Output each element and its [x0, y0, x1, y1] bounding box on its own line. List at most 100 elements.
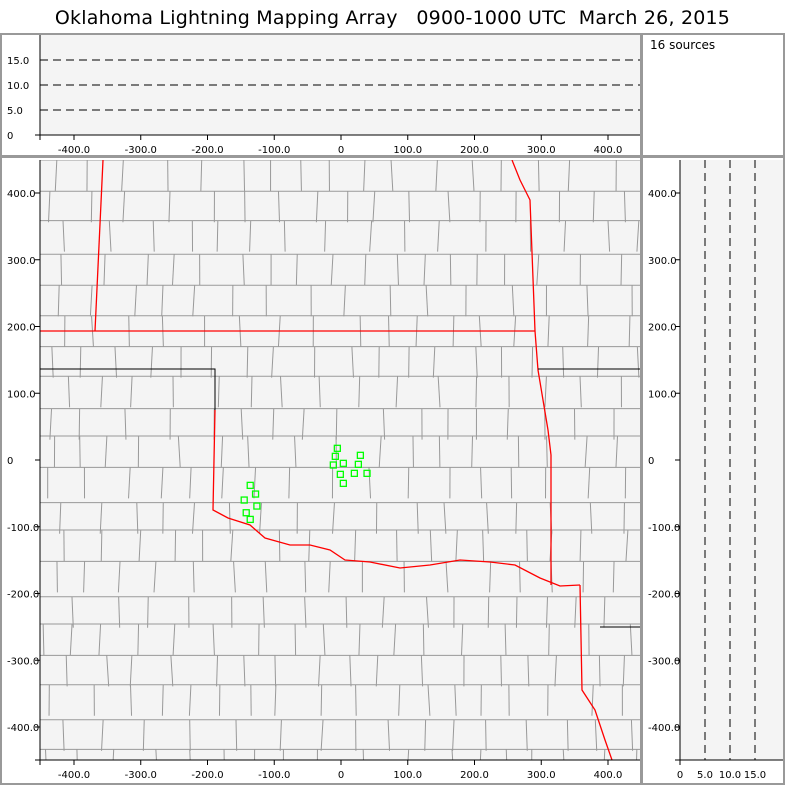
county-line	[294, 624, 297, 656]
county-line	[191, 502, 195, 534]
county-line	[330, 254, 334, 286]
county-line	[129, 655, 133, 687]
y-tick-label: 200.0	[7, 323, 36, 334]
county-line	[220, 435, 224, 468]
county-line	[51, 346, 54, 378]
county-line	[574, 596, 577, 628]
county-line	[378, 435, 382, 468]
x-tick-label: 200.0	[460, 770, 489, 781]
county-line	[54, 160, 58, 191]
county-line	[546, 435, 548, 468]
y-tick-label: -200.0	[7, 590, 39, 601]
county-line	[368, 467, 372, 499]
x-tick-label: 0	[338, 770, 344, 781]
county-line	[161, 684, 164, 716]
county-line	[519, 561, 521, 593]
state-border	[579, 584, 613, 760]
county-line	[628, 315, 631, 347]
x-tick-label: 300.0	[527, 770, 556, 781]
county-line	[596, 346, 600, 378]
county-line	[486, 502, 489, 534]
county-line	[554, 655, 557, 687]
county-line	[390, 160, 394, 191]
county-line	[212, 624, 215, 656]
county-line	[243, 655, 246, 687]
county-line	[438, 435, 441, 468]
county-line	[607, 220, 611, 252]
county-line	[408, 191, 411, 223]
county-line	[271, 346, 274, 378]
county-line	[615, 435, 618, 468]
county-line	[240, 408, 244, 440]
x-tick-label: 200.0	[460, 145, 489, 156]
county-line	[189, 467, 192, 499]
county-line	[246, 346, 249, 378]
county-line	[322, 624, 326, 656]
x-tick-label: 100.0	[393, 145, 422, 156]
county-line	[60, 254, 63, 286]
county-line	[389, 285, 392, 317]
county-line	[345, 596, 348, 628]
y-tick-label: -100.0	[7, 523, 39, 534]
county-line	[253, 467, 257, 499]
x-tick-label: 300.0	[527, 145, 556, 156]
county-line	[100, 376, 103, 408]
x-tick-label: 10.0	[719, 770, 741, 781]
county-line	[216, 220, 219, 252]
county-line	[99, 502, 103, 534]
county-line	[71, 596, 74, 628]
county-line	[629, 624, 633, 656]
county-line	[636, 220, 640, 252]
state-border	[511, 160, 552, 585]
county-line	[445, 561, 449, 593]
county-line	[475, 376, 478, 408]
county-line	[452, 719, 455, 751]
county-line	[138, 529, 142, 562]
county-line	[279, 719, 282, 751]
county-line	[407, 749, 410, 760]
county-line	[547, 315, 550, 347]
county-line	[623, 191, 626, 223]
county-line	[295, 254, 298, 286]
county-line	[630, 719, 634, 751]
county-line	[416, 502, 419, 534]
county-line	[57, 285, 60, 317]
county-line	[358, 376, 361, 408]
county-line	[65, 655, 68, 687]
source-count-panel	[643, 35, 783, 155]
county-line	[420, 655, 424, 687]
county-line	[103, 254, 106, 286]
x-tick-label: -200.0	[191, 145, 223, 156]
lightning-source-point	[329, 461, 337, 469]
county-line	[515, 596, 518, 628]
county-line	[153, 561, 157, 593]
county-line	[168, 191, 171, 223]
county-line	[393, 624, 397, 656]
county-line	[620, 254, 623, 286]
county-line	[511, 285, 515, 317]
county-line	[586, 285, 589, 317]
county-line	[343, 285, 346, 317]
county-line	[146, 254, 149, 286]
county-line	[242, 254, 245, 286]
y-tick-label: 0	[7, 131, 13, 142]
county-line	[130, 376, 133, 408]
county-line	[427, 684, 431, 716]
y-tick-label: -100.0	[648, 523, 680, 534]
county-line	[142, 719, 145, 751]
county-line	[62, 719, 65, 751]
county-line	[117, 561, 121, 593]
county-line	[506, 408, 509, 440]
county-line	[136, 502, 139, 534]
county-line	[233, 561, 236, 593]
county-line	[277, 191, 281, 223]
county-line	[504, 624, 507, 656]
y-tick-label: -400.0	[648, 723, 680, 734]
county-line	[437, 376, 441, 408]
county-line	[544, 376, 547, 408]
county-line	[221, 467, 224, 499]
county-line	[124, 408, 127, 440]
county-line	[279, 376, 283, 408]
county-line	[612, 561, 615, 593]
